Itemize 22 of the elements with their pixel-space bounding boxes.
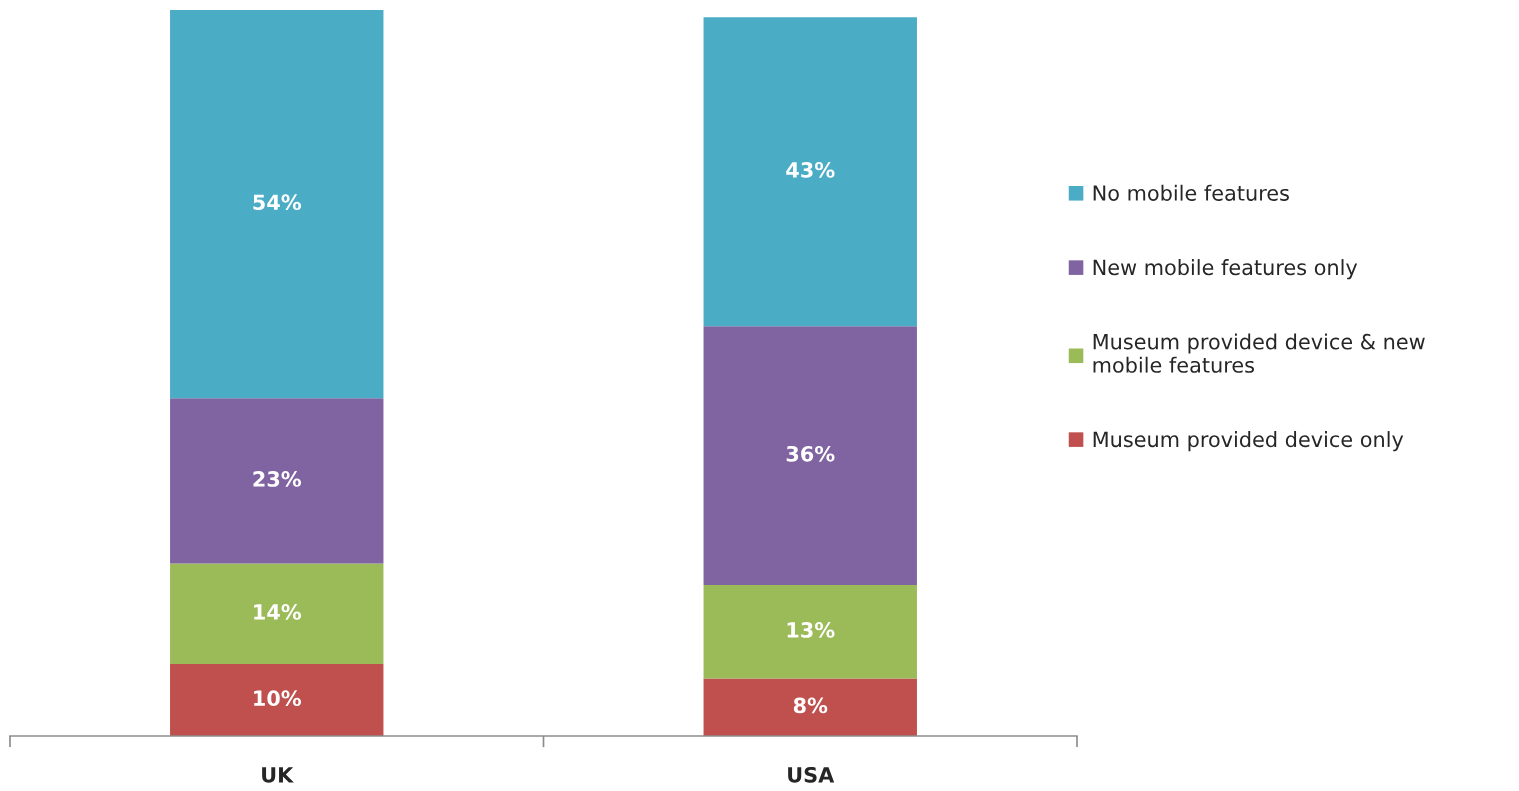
bar <box>170 10 384 399</box>
data-label: 23% <box>253 471 302 487</box>
legend-label: Museum provided device only <box>1093 431 1404 452</box>
bar <box>170 398 384 564</box>
legend-label: No mobile features <box>1093 184 1289 201</box>
bar <box>703 585 917 679</box>
x-tick-label: USA <box>788 766 835 783</box>
bar <box>703 17 917 327</box>
legend-label: Museum provided device & new mobile features <box>1093 333 1425 373</box>
data-label: 43% <box>786 162 835 178</box>
x-tick-label: UK <box>262 767 294 783</box>
data-label: 13% <box>787 622 835 638</box>
data-label: 8% <box>793 697 828 714</box>
data-label: 10% <box>254 690 302 707</box>
bar <box>703 678 917 736</box>
bar <box>703 326 917 586</box>
bar <box>170 664 384 736</box>
data-label: 14% <box>254 604 302 620</box>
legend-label: New mobile features only <box>1093 259 1358 280</box>
bar <box>170 563 384 665</box>
data-label: 54% <box>253 194 302 211</box>
data-label: 36% <box>786 445 835 462</box>
